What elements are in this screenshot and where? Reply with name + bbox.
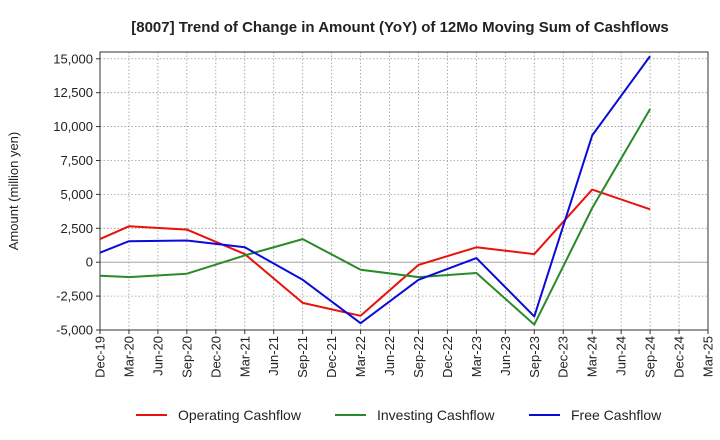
y-tick-label: 5,000 — [60, 187, 93, 202]
x-tick-label: Sep-23 — [527, 336, 542, 378]
x-tick-label: Mar-20 — [121, 336, 136, 377]
x-tick-label: Dec-21 — [324, 336, 339, 378]
x-tick-label: Jun-22 — [382, 336, 397, 376]
x-tick-label: Sep-22 — [411, 336, 426, 378]
legend-label-operating-cashflow: Operating Cashflow — [178, 407, 302, 423]
x-tick-label: Mar-21 — [237, 336, 252, 377]
x-tick-label: Dec-22 — [440, 336, 455, 378]
series-line-free-cashflow — [99, 55, 651, 325]
y-tick-label: 12,500 — [53, 85, 93, 100]
y-tick-label: -5,000 — [56, 323, 93, 338]
legend-label-free-cashflow: Free Cashflow — [571, 407, 662, 423]
x-tick-label: Mar-24 — [585, 336, 600, 377]
chart-title: [8007] Trend of Change in Amount (YoY) o… — [131, 19, 669, 36]
x-tick-label: Jun-23 — [498, 336, 513, 376]
x-tick-label: Mar-23 — [469, 336, 484, 377]
y-tick-label: 10,000 — [53, 119, 93, 134]
x-tick-label: Mar-25 — [701, 336, 716, 377]
x-axis-ticks: Dec-19 Mar-20 Jun-20 Sep-20 Dec-20 Mar-21 Jun-… — [93, 330, 716, 378]
y-tick-label: 15,000 — [53, 51, 93, 66]
x-tick-label: Sep-21 — [295, 336, 310, 378]
x-tick-label: Jun-24 — [614, 336, 629, 376]
y-tick-label: -2,500 — [56, 289, 93, 304]
y-tick-label: 7,500 — [60, 153, 93, 168]
y-tick-label: 2,500 — [60, 221, 93, 236]
x-tick-label: Jun-20 — [150, 336, 165, 376]
x-tick-label: Dec-19 — [93, 336, 108, 378]
x-tick-label: Mar-22 — [353, 336, 368, 377]
grid — [99, 52, 709, 331]
y-tick-label: 0 — [86, 255, 93, 270]
x-tick-label: Dec-20 — [208, 336, 223, 378]
series-line-investing-cashflow — [99, 108, 651, 326]
series-line-operating-cashflow — [99, 188, 651, 317]
legend-label-investing-cashflow: Investing Cashflow — [377, 407, 495, 423]
x-tick-label: Sep-24 — [643, 336, 658, 378]
plot-frame — [99, 51, 709, 331]
x-tick-label: Jun-21 — [266, 336, 281, 376]
x-tick-label: Dec-24 — [672, 336, 687, 378]
legend: Operating Cashflow Investing Cashflow Free… — [136, 407, 662, 423]
x-tick-label: Sep-20 — [179, 336, 194, 378]
y-axis-ticks: -5,000 -2,500 0 2,500 5,000 7,500 10,000 12,500… — [53, 51, 100, 338]
series-lines — [99, 55, 651, 326]
y-axis-label: Amount (million yen) — [6, 132, 21, 251]
x-tick-label: Dec-23 — [556, 336, 571, 378]
